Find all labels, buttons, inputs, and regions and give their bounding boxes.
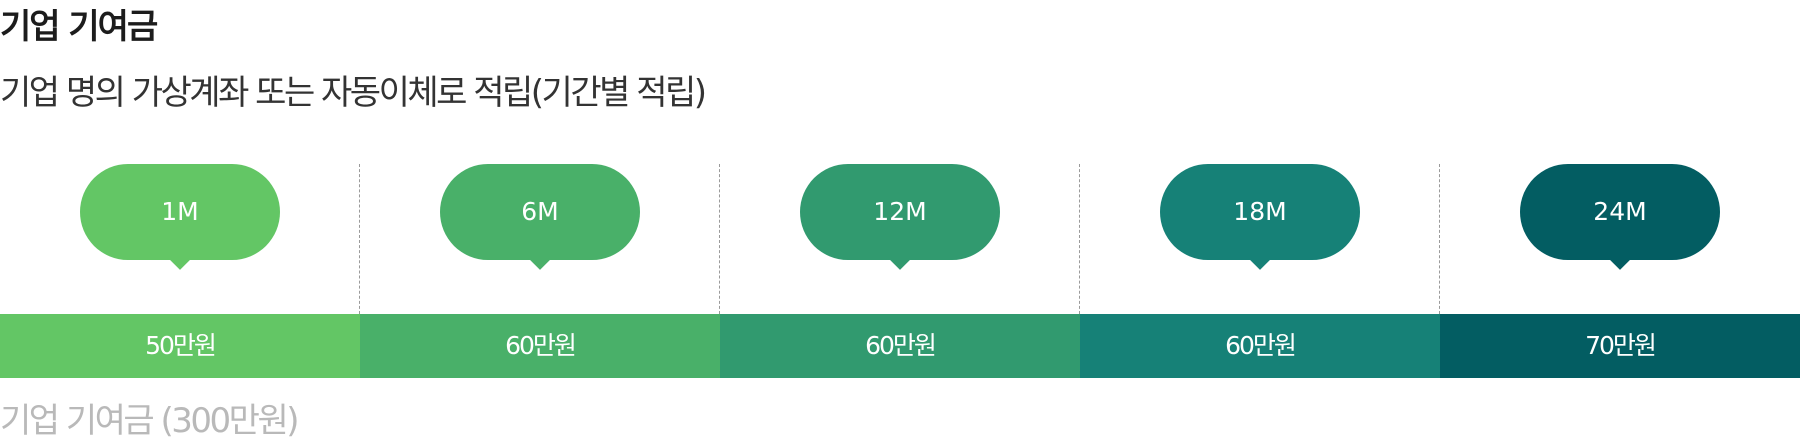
period-label: 24M <box>1593 197 1647 226</box>
period-pill: 6M <box>440 164 640 270</box>
timeline-stage: 6M 60만원 <box>360 160 720 378</box>
period-label: 12M <box>873 197 927 226</box>
period-label: 6M <box>521 197 559 226</box>
amount-label: 50만원 <box>145 331 217 360</box>
timeline-stage: 18M 60만원 <box>1080 160 1440 378</box>
stage-divider <box>1439 164 1440 314</box>
pill-pointer <box>530 250 550 270</box>
timeline-stage: 12M 60만원 <box>720 160 1080 378</box>
amount-segment: 50만원 <box>0 314 360 378</box>
period-pill: 1M <box>80 164 280 270</box>
page-subtitle: 기업 명의 가상계좌 또는 자동이체로 적립(기간별 적립) <box>0 73 707 113</box>
amount-label: 70만원 <box>1585 331 1657 360</box>
pill-pointer <box>170 250 190 270</box>
contribution-timeline: 1M 50만원 6M 60만원 12M 60만원 18M <box>0 160 1800 378</box>
amount-label: 60만원 <box>505 331 577 360</box>
period-pill: 12M <box>800 164 1000 270</box>
pill-pointer <box>890 250 910 270</box>
amount-segment: 60만원 <box>1080 314 1440 378</box>
timeline-stage: 1M 50만원 <box>0 160 360 378</box>
amount-label: 60만원 <box>1225 331 1297 360</box>
timeline-stage: 24M 70만원 <box>1440 160 1800 378</box>
period-pill: 24M <box>1520 164 1720 270</box>
period-pill: 18M <box>1160 164 1360 270</box>
period-label: 18M <box>1233 197 1287 226</box>
stage-divider <box>359 164 360 314</box>
stage-divider <box>1079 164 1080 314</box>
total-contribution-label: 기업 기여금 (300만원) <box>0 401 300 441</box>
period-label: 1M <box>161 197 199 226</box>
amount-segment: 60만원 <box>720 314 1080 378</box>
amount-segment: 70만원 <box>1440 314 1800 378</box>
stage-divider <box>719 164 720 314</box>
page-title: 기업 기여금 <box>0 7 158 47</box>
amount-segment: 60만원 <box>360 314 720 378</box>
pill-pointer <box>1610 250 1630 270</box>
amount-label: 60만원 <box>865 331 937 360</box>
pill-pointer <box>1250 250 1270 270</box>
